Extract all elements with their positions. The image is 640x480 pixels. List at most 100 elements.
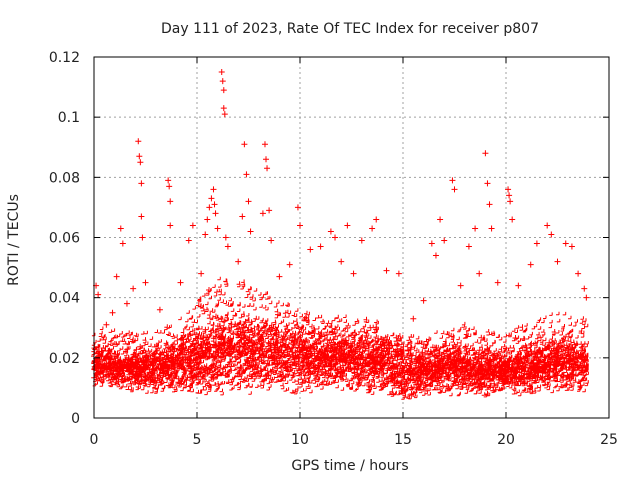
- x-tick-label: 0: [90, 432, 99, 448]
- scatter-point: [369, 225, 376, 232]
- scatter-point: [135, 138, 142, 145]
- scatter-point: [484, 180, 491, 187]
- scatter-point: [247, 228, 254, 235]
- scatter-point: [202, 231, 209, 238]
- x-tick-label: 20: [497, 432, 515, 448]
- axis-ticks: 0 5 10 15 20 25 0 0.02 0.04 0.06 0.08 0.1 0.12: [49, 50, 618, 448]
- scatter-point: [465, 243, 472, 250]
- scatter-point: [420, 297, 427, 304]
- scatter-point: [165, 177, 172, 184]
- scatter-point: [344, 222, 351, 229]
- scatter-point: [119, 240, 126, 247]
- scatter-point: [383, 267, 390, 274]
- scatter-point: [221, 111, 228, 118]
- scatter-point: [268, 237, 275, 244]
- scatter-point: [142, 279, 149, 286]
- scatter-point: [327, 228, 334, 235]
- scatter-point: [210, 186, 217, 193]
- scatter-point: [476, 270, 483, 277]
- scatter-point: [222, 234, 229, 241]
- scatter-point: [167, 222, 174, 229]
- scatter-point: [451, 186, 458, 193]
- scatter-point: [259, 210, 266, 217]
- y-tick-label: 0.02: [49, 351, 80, 367]
- scatter-point: [266, 207, 273, 214]
- x-tick-label: 5: [193, 432, 202, 448]
- scatter-point: [562, 240, 569, 247]
- scatter-point: [494, 279, 501, 286]
- scatter-point: [261, 141, 268, 148]
- scatter-point: [575, 270, 582, 277]
- scatter-point: [156, 306, 163, 313]
- scatter-point: [505, 186, 512, 193]
- x-tick-label: 25: [600, 432, 618, 448]
- scatter-point: [137, 159, 144, 166]
- scatter-point: [214, 225, 221, 232]
- scatter-point-cloud: [91, 276, 589, 400]
- scatter-point: [317, 243, 324, 250]
- scatter-marks: [91, 69, 590, 400]
- scatter-point: [437, 216, 444, 223]
- scatter-point: [568, 243, 575, 250]
- scatter-point: [472, 225, 479, 232]
- scatter-point: [123, 300, 130, 307]
- scatter-point: [219, 78, 226, 85]
- scatter-point: [544, 222, 551, 229]
- x-tick-label: 10: [291, 432, 309, 448]
- scatter-point: [95, 291, 102, 298]
- scatter-point: [185, 237, 192, 244]
- scatter-point: [113, 273, 120, 280]
- y-axis-title: ROTI / TECUs: [6, 194, 22, 286]
- scatter-point: [166, 183, 173, 190]
- scatter-point: [373, 216, 380, 223]
- scatter-point: [235, 258, 242, 265]
- scatter-point: [506, 192, 513, 199]
- scatter-point: [527, 261, 534, 268]
- scatter-point: [307, 246, 314, 253]
- scatter-point: [130, 285, 137, 292]
- scatter-point: [428, 240, 435, 247]
- scatter-point: [581, 285, 588, 292]
- scatter-point: [136, 153, 143, 160]
- scatter-point: [297, 222, 303, 229]
- scatter-point: [224, 243, 231, 250]
- y-tick-label: 0.06: [49, 231, 80, 247]
- scatter-point: [206, 204, 213, 211]
- y-tick-label: 0.04: [49, 291, 80, 307]
- x-axis-title: GPS time / hours: [291, 458, 408, 474]
- scatter-point: [488, 225, 495, 232]
- scatter-point: [139, 234, 146, 241]
- y-tick-label: 0.08: [49, 170, 80, 186]
- scatter-point: [482, 150, 489, 157]
- scatter-point: [189, 222, 196, 229]
- scatter-point: [449, 177, 456, 184]
- scatter-point: [432, 252, 439, 259]
- scatter-point: [241, 141, 248, 148]
- scatter-point: [220, 105, 227, 112]
- chart-title: Day 111 of 2023, Rate Of TEC Index for r…: [161, 21, 539, 37]
- scatter-point: [243, 171, 250, 178]
- scatter-point: [276, 273, 283, 280]
- scatter-point: [548, 231, 555, 238]
- scatter-point: [583, 294, 590, 301]
- scatter-point: [515, 282, 522, 289]
- scatter-point: [218, 69, 225, 76]
- scatter-point: [294, 204, 301, 211]
- scatter-point: [138, 213, 145, 220]
- scatter-point: [211, 201, 218, 208]
- scatter-point: [410, 315, 417, 322]
- scatter-point: [117, 225, 124, 232]
- scatter-point: [239, 213, 246, 220]
- scatter-point: [245, 198, 252, 205]
- scatter-point: [486, 201, 493, 208]
- scatter-point: [533, 240, 540, 247]
- scatter-point: [212, 210, 219, 217]
- scatter-point: [457, 282, 464, 289]
- scatter-point: [263, 156, 270, 163]
- y-tick-label: 0: [71, 411, 80, 427]
- scatter-point: [507, 198, 514, 205]
- scatter-point: [198, 270, 205, 277]
- scatter-point: [264, 165, 271, 172]
- scatter-point: [395, 270, 402, 277]
